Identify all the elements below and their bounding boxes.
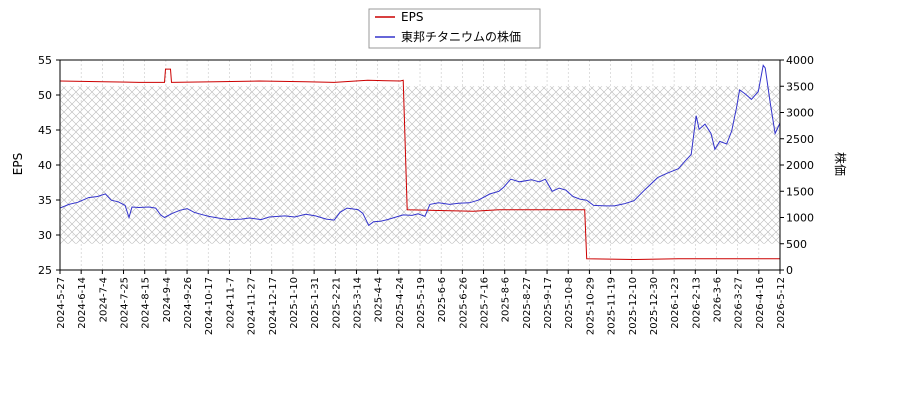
y-right-tick-label: 4000	[786, 54, 814, 67]
x-tick-label: 2024-9-4	[162, 277, 173, 322]
x-tick-label: 2025-6-26	[458, 277, 469, 329]
x-tick-label: 2026-2-13	[691, 277, 702, 329]
legend-label-stock-price: 東邦チタニウムの株価	[401, 29, 521, 44]
y-left-tick-label: 30	[38, 229, 52, 242]
x-tick-label: 2025-4-4	[374, 277, 385, 322]
x-tick-label: 2024-12-17	[268, 277, 279, 335]
x-tick-label: 2024-10-17	[204, 277, 215, 335]
legend: EPS 東邦チタニウムの株価	[368, 8, 541, 49]
y-right-tick-label: 1500	[786, 185, 814, 198]
y-left-tick-label: 55	[38, 54, 52, 67]
axes: 25 30 35 40 45 50 55 0 500 1000 1500 2000 2500 3000 35…	[38, 54, 814, 335]
y-left-tick-label: 45	[38, 124, 52, 137]
y-right-axis-label: 株価	[833, 152, 848, 176]
x-tick-label: 2025-10-8	[564, 277, 575, 329]
x-tick-label: 2025-12-10	[628, 277, 639, 335]
x-tick-label: 2026-4-16	[755, 277, 766, 329]
y-right-tick-label: 3500	[786, 80, 814, 93]
x-tick-label: 2024-7-4	[98, 277, 109, 322]
y-left-tick-label: 25	[38, 264, 52, 277]
stock-price-line	[59, 64, 781, 227]
x-tick-label: 2025-1-10	[289, 277, 300, 329]
x-tick-label: 2024-5-27	[56, 277, 67, 329]
grid	[59, 59, 781, 271]
legend-box	[368, 8, 541, 49]
y-right-tick-label: 2500	[786, 133, 814, 146]
x-tick-label: 2025-11-19	[607, 277, 618, 335]
x-tick-label: 2025-10-29	[585, 277, 596, 335]
eps-line	[59, 68, 780, 261]
y-left-tick-label: 50	[38, 89, 52, 102]
y-right-tick-label: 1000	[786, 212, 814, 225]
x-tick-label: 2024-11-27	[247, 277, 258, 335]
x-tick-label: 2024-11-7	[225, 277, 236, 329]
x-tick-label: 2025-9-17	[543, 277, 554, 329]
x-tick-label: 2024-9-26	[183, 277, 194, 329]
series-lines	[59, 64, 781, 261]
x-tick-label: 2025-8-27	[522, 277, 533, 329]
x-tick-label: 2025-8-6	[501, 277, 512, 322]
x-tick-label: 2025-1-31	[310, 277, 321, 329]
x-tick-label: 2026-5-12	[776, 277, 787, 329]
y-right-tick-label: 0	[786, 264, 793, 277]
y-left-tick-label: 40	[38, 159, 52, 172]
y-left-tick-label: 35	[38, 194, 52, 207]
y-right-tick-label: 500	[786, 238, 807, 251]
x-tick-label: 2026-1-23	[670, 277, 681, 329]
x-tick-label: 2025-4-24	[395, 277, 406, 329]
x-tick-label: 2025-5-19	[416, 277, 427, 329]
x-tick-label: 2025-3-14	[352, 277, 363, 329]
y-right-tick-label: 3000	[786, 107, 814, 120]
x-tick-label: 2026-3-27	[734, 277, 745, 329]
x-tick-label: 2025-2-21	[331, 277, 342, 329]
x-tick-label: 2025-12-30	[649, 277, 660, 335]
y-left-axis-label: EPS	[11, 153, 25, 175]
y-right-tick-label: 2000	[786, 159, 814, 172]
x-tick-label: 2025-6-6	[437, 277, 448, 322]
x-tick-label: 2025-7-16	[480, 277, 491, 329]
x-tick-label: 2024-6-14	[77, 277, 88, 329]
x-tick-label: 2026-3-6	[712, 277, 723, 322]
legend-label-eps: EPS	[401, 10, 423, 24]
x-tick-label: 2024-8-15	[141, 277, 152, 329]
x-tick-label: 2024-7-25	[120, 277, 131, 329]
